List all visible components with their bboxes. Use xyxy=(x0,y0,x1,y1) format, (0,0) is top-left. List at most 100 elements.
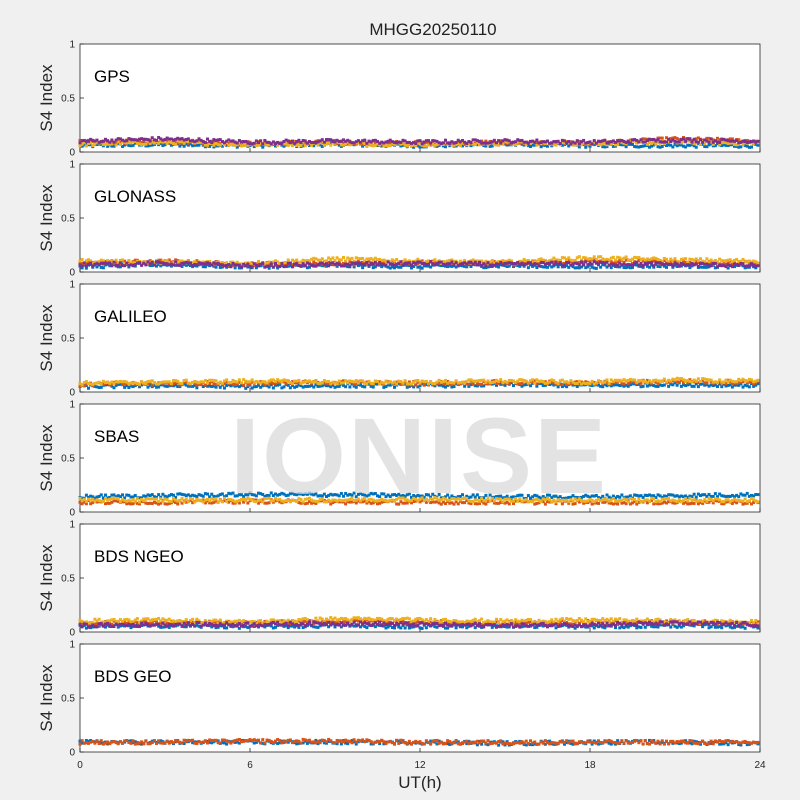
data-point xyxy=(267,496,271,500)
data-point xyxy=(201,498,205,502)
data-point xyxy=(429,501,433,505)
data-point xyxy=(201,500,205,504)
data-point xyxy=(688,257,692,261)
data-point xyxy=(533,493,537,497)
data-point xyxy=(660,623,664,627)
data-point xyxy=(104,261,107,265)
data-point xyxy=(403,263,407,267)
data-point xyxy=(730,137,734,141)
data-point xyxy=(261,142,265,146)
data-point xyxy=(223,499,226,503)
data-point xyxy=(571,499,575,503)
data-point xyxy=(276,140,280,144)
data-point xyxy=(677,495,681,499)
data-point xyxy=(465,141,469,145)
data-point xyxy=(369,381,373,385)
data-point xyxy=(618,142,622,146)
data-point xyxy=(386,260,390,264)
data-point xyxy=(231,264,235,268)
data-point xyxy=(682,257,685,261)
data-point xyxy=(259,380,263,384)
data-point xyxy=(726,378,730,382)
data-point xyxy=(586,499,590,503)
data-point xyxy=(114,261,118,265)
data-point xyxy=(711,380,715,384)
data-point xyxy=(337,258,341,262)
data-point xyxy=(588,257,592,261)
data-point xyxy=(118,142,122,146)
data-point xyxy=(329,138,333,142)
data-point xyxy=(252,493,256,497)
data-point xyxy=(707,496,711,500)
data-point xyxy=(739,261,743,265)
data-point xyxy=(556,382,560,386)
data-point xyxy=(429,380,433,384)
data-point xyxy=(626,500,630,504)
data-point xyxy=(448,380,452,384)
data-point xyxy=(212,145,216,149)
data-point xyxy=(125,622,129,626)
data-point xyxy=(641,379,645,383)
data-point xyxy=(692,624,696,628)
data-point xyxy=(424,144,428,148)
y-tick-label: 0 xyxy=(69,148,75,159)
data-point xyxy=(475,259,479,263)
data-point xyxy=(427,493,430,497)
data-point xyxy=(703,493,707,497)
data-point xyxy=(724,259,728,263)
data-point xyxy=(756,626,760,630)
data-point xyxy=(252,262,256,266)
data-point xyxy=(682,501,685,505)
data-point xyxy=(631,265,634,269)
data-point xyxy=(675,262,679,266)
data-point xyxy=(167,140,171,144)
data-point xyxy=(335,499,339,503)
data-point xyxy=(611,144,615,148)
data-point xyxy=(382,263,386,267)
data-point xyxy=(280,499,284,503)
data-point xyxy=(333,262,337,266)
data-point xyxy=(745,491,749,495)
data-point xyxy=(446,379,450,383)
data-point xyxy=(692,384,696,388)
data-point xyxy=(138,502,141,506)
data-point xyxy=(677,624,681,628)
data-point xyxy=(293,492,297,496)
data-point xyxy=(431,498,435,502)
data-point xyxy=(433,139,437,143)
data-point xyxy=(369,501,373,505)
data-point xyxy=(497,501,501,505)
data-point xyxy=(172,142,175,146)
data-point xyxy=(713,144,717,148)
data-point xyxy=(726,263,730,267)
data-point xyxy=(342,256,345,260)
data-point xyxy=(178,144,182,148)
data-point xyxy=(325,495,328,499)
data-point xyxy=(741,257,745,261)
data-point xyxy=(359,491,362,495)
data-point xyxy=(603,261,607,265)
data-point xyxy=(648,137,651,141)
data-point xyxy=(718,625,722,629)
data-point xyxy=(667,143,671,147)
data-point xyxy=(437,498,441,502)
data-point xyxy=(601,257,605,261)
data-point xyxy=(301,139,305,143)
data-point xyxy=(618,256,622,260)
data-point xyxy=(405,261,409,265)
data-point xyxy=(229,139,233,143)
data-point xyxy=(743,501,747,505)
data-point xyxy=(286,139,290,143)
data-point xyxy=(161,261,165,265)
panel-label: GPS xyxy=(94,67,130,86)
data-point xyxy=(210,501,214,505)
data-point xyxy=(246,141,250,145)
data-point xyxy=(237,263,241,267)
data-point xyxy=(299,384,303,388)
data-point xyxy=(631,138,634,142)
data-point xyxy=(603,626,607,630)
data-point xyxy=(127,263,131,267)
data-point xyxy=(246,143,250,147)
data-point xyxy=(741,499,745,503)
data-point xyxy=(191,384,195,388)
